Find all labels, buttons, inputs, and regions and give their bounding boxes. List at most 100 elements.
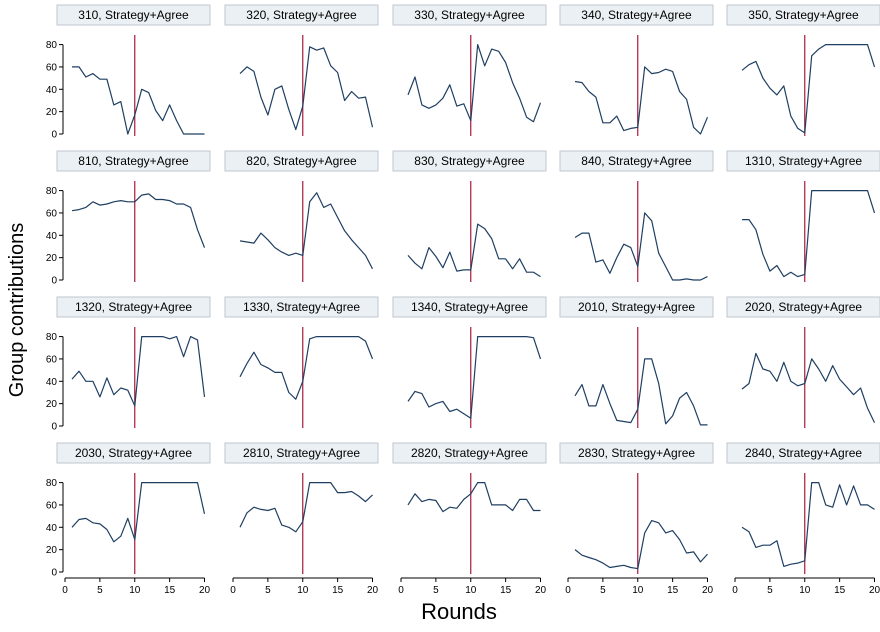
x-tick-label: 10 [799, 585, 811, 596]
panel-header [392, 150, 547, 172]
series-line [239, 46, 374, 131]
x-tick-label: 15 [164, 585, 176, 596]
x-tick-label: 5 [97, 585, 103, 596]
panel-11: 1330, Strategy+Agree [224, 296, 379, 428]
series-line [72, 66, 205, 135]
y-tick-label: 80 [46, 186, 58, 197]
x-tick-label: 10 [465, 585, 477, 596]
panel-header [224, 296, 379, 318]
panel-title: 330, Strategy+Agree [414, 8, 525, 22]
panel-13: 2010, Strategy+Agree [559, 296, 714, 428]
x-tick-label: 5 [767, 585, 773, 596]
panel-title: 340, Strategy+Agree [581, 8, 692, 22]
series-line [574, 358, 708, 426]
y-tick-label: 20 [46, 253, 58, 264]
panel-header [392, 442, 547, 464]
y-tick-label: 80 [46, 478, 58, 489]
series-line [71, 193, 206, 248]
panel-title: 820, Strategy+Agree [246, 154, 357, 168]
panel-title: 320, Strategy+Agree [246, 8, 357, 22]
series-line [407, 223, 541, 278]
y-tick-label: 80 [46, 40, 58, 51]
y-tick-label: 60 [46, 500, 58, 511]
x-tick-label: 0 [230, 585, 236, 596]
x-tick-label: 20 [535, 585, 547, 596]
y-tick-label: 60 [46, 208, 58, 219]
series-line [741, 43, 876, 134]
series-line [407, 482, 541, 513]
y-tick-label: 0 [51, 568, 57, 579]
y-tick-label: 0 [51, 130, 57, 141]
x-tick-label: 15 [834, 585, 846, 596]
panel-17: 2820, Strategy+Agree 0 5 10 15 20 [392, 442, 547, 596]
x-tick-label: 10 [297, 585, 309, 596]
x-tick-label: 0 [565, 585, 571, 596]
panel-10: 1320, Strategy+Agree 0 20 40 60 80 [46, 296, 211, 433]
panel-header [56, 442, 211, 464]
panel-12: 1340, Strategy+Agree [392, 296, 547, 428]
y-tick-label: 0 [51, 422, 57, 433]
x-tick-label: 20 [367, 585, 379, 596]
x-tick-label: 0 [398, 585, 404, 596]
series-line [407, 43, 542, 123]
x-tick-label: 0 [732, 585, 738, 596]
panel-4: 350, Strategy+Agree [726, 4, 880, 136]
panel-2: 330, Strategy+Agree [392, 4, 547, 136]
y-tick-label: 40 [46, 231, 58, 242]
panel-header [392, 4, 547, 26]
panel-19: 2840, Strategy+Agree 0 5 10 15 20 [726, 442, 880, 596]
panel-7: 830, Strategy+Agree [392, 150, 547, 282]
panel-title: 310, Strategy+Agree [78, 8, 189, 22]
panel-title: 1330, Strategy+Agree [243, 300, 360, 314]
y-tick-label: 0 [51, 276, 57, 287]
panel-title: 2830, Strategy+Agree [578, 446, 695, 460]
panel-header [726, 150, 880, 172]
panel-0: 310, Strategy+Agree 0 20 40 60 80 [46, 4, 211, 141]
panels-grid: 310, Strategy+Agree 0 20 40 60 80 320, Strateg… [46, 4, 880, 596]
panel-6: 820, Strategy+Agree [224, 150, 379, 282]
panel-title: 830, Strategy+Agree [414, 154, 525, 168]
panel-3: 340, Strategy+Agree [559, 4, 714, 136]
y-tick-label: 40 [46, 377, 58, 388]
panel-header [392, 296, 547, 318]
x-tick-label: 15 [500, 585, 512, 596]
y-tick-label: 60 [46, 354, 58, 365]
panel-18: 2830, Strategy+Agree 0 5 10 15 20 [559, 442, 714, 596]
x-axis-title: Rounds [421, 599, 497, 624]
panel-header [726, 442, 880, 464]
x-tick-label: 10 [632, 585, 644, 596]
panel-header [726, 296, 880, 318]
panel-header [559, 150, 714, 172]
y-tick-label: 40 [46, 85, 58, 96]
panel-header [224, 442, 379, 464]
panel-title: 2020, Strategy+Agree [745, 300, 862, 314]
y-tick-label: 20 [46, 545, 58, 556]
x-tick-label: 5 [265, 585, 271, 596]
series-line [742, 190, 876, 278]
panel-header [56, 150, 211, 172]
series-line [574, 212, 708, 281]
x-tick-label: 20 [702, 585, 714, 596]
panel-16: 2810, Strategy+Agree 0 5 10 15 20 [224, 442, 379, 596]
series-line [239, 192, 374, 270]
panel-1: 320, Strategy+Agree [224, 4, 379, 136]
panel-header [56, 296, 211, 318]
x-tick-label: 0 [62, 585, 68, 596]
series-line [407, 336, 542, 419]
x-tick-label: 15 [667, 585, 679, 596]
panel-title: 1320, Strategy+Agree [75, 300, 192, 314]
y-tick-label: 20 [46, 107, 58, 118]
y-tick-label: 40 [46, 523, 58, 534]
panel-header [559, 442, 714, 464]
series-line [239, 336, 374, 400]
series-line [71, 482, 206, 543]
panel-title: 840, Strategy+Agree [581, 154, 692, 168]
x-tick-label: 20 [199, 585, 211, 596]
panel-header [224, 4, 379, 26]
panel-header [559, 296, 714, 318]
y-tick-label: 20 [46, 399, 58, 410]
panel-header [224, 150, 379, 172]
x-tick-label: 10 [129, 585, 141, 596]
series-line [574, 66, 709, 135]
